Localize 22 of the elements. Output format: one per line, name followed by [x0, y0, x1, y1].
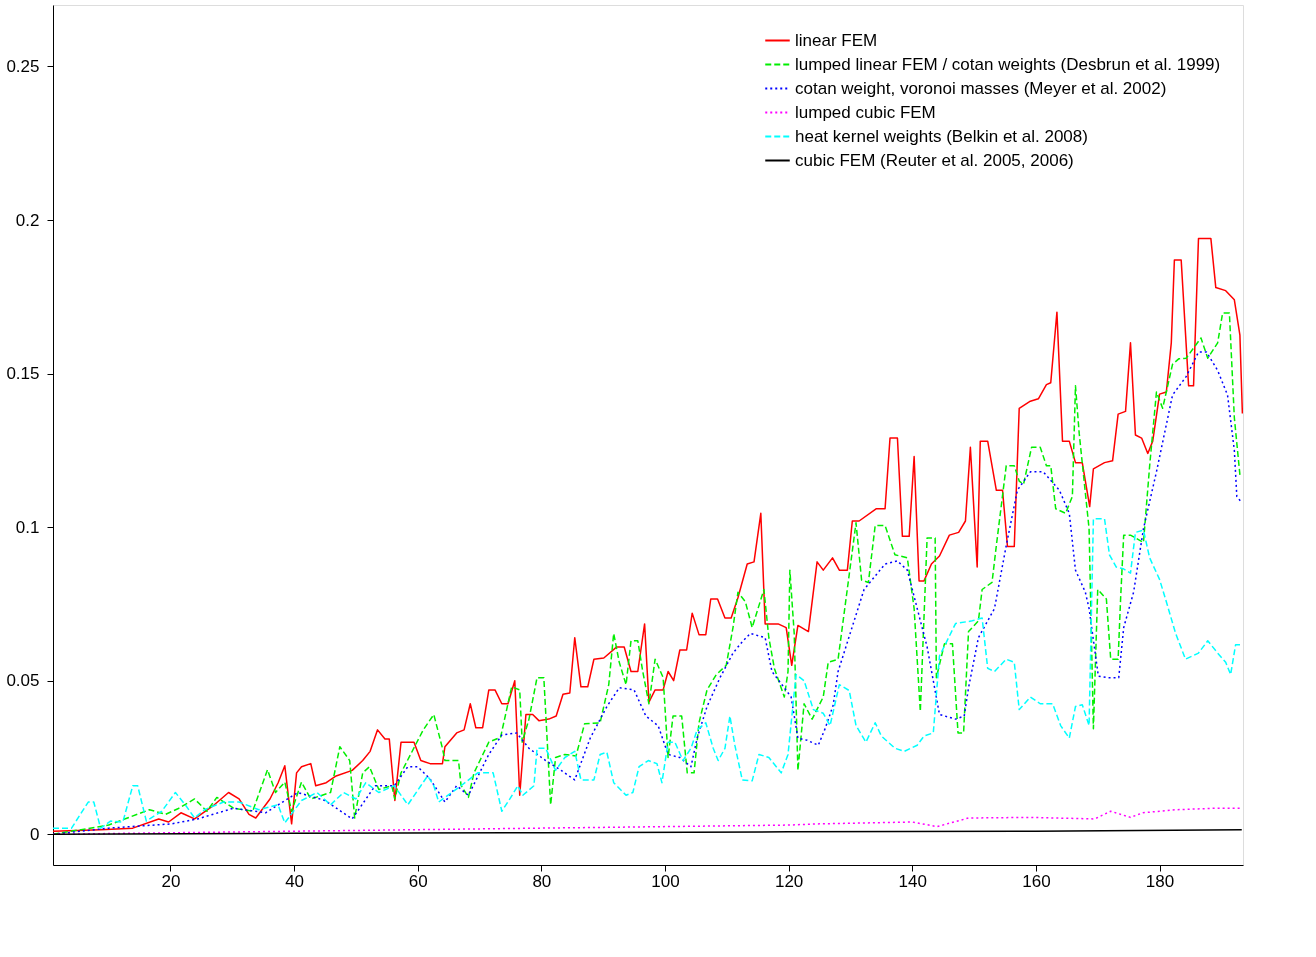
- legend-label: cotan weight, voronoi masses (Meyer et al. 2002): [795, 78, 1167, 98]
- legend-label: linear FEM: [795, 30, 878, 50]
- legend-label: lumped linear FEM / cotan weights (Desbrun et al. 1999): [795, 54, 1221, 74]
- legend-label: heat kernel weights (Belkin et al. 2008): [795, 126, 1088, 146]
- x-tick-label: 40: [285, 871, 305, 891]
- y-tick-label: 0.2: [15, 210, 40, 230]
- x-tick-label: 100: [651, 871, 680, 891]
- y-tick-label: 0.05: [6, 671, 40, 691]
- y-tick-label: 0.1: [15, 517, 40, 537]
- y-tick-label: 0: [30, 824, 40, 844]
- x-tick-label: 180: [1145, 871, 1175, 891]
- x-tick-label: 120: [774, 871, 804, 891]
- y-tick-label: 0.25: [6, 56, 40, 76]
- x-tick-label: 60: [408, 871, 428, 891]
- legend-label: cubic FEM (Reuter et al. 2005, 2006): [795, 150, 1074, 170]
- legend-label: lumped cubic FEM: [795, 102, 936, 122]
- x-tick-label: 80: [532, 871, 552, 891]
- x-tick-label: 160: [1022, 871, 1051, 891]
- y-tick-label: 0.15: [6, 364, 40, 384]
- x-tick-label: 20: [161, 871, 181, 891]
- x-tick-label: 140: [898, 871, 927, 891]
- line-series: [53, 518, 1243, 829]
